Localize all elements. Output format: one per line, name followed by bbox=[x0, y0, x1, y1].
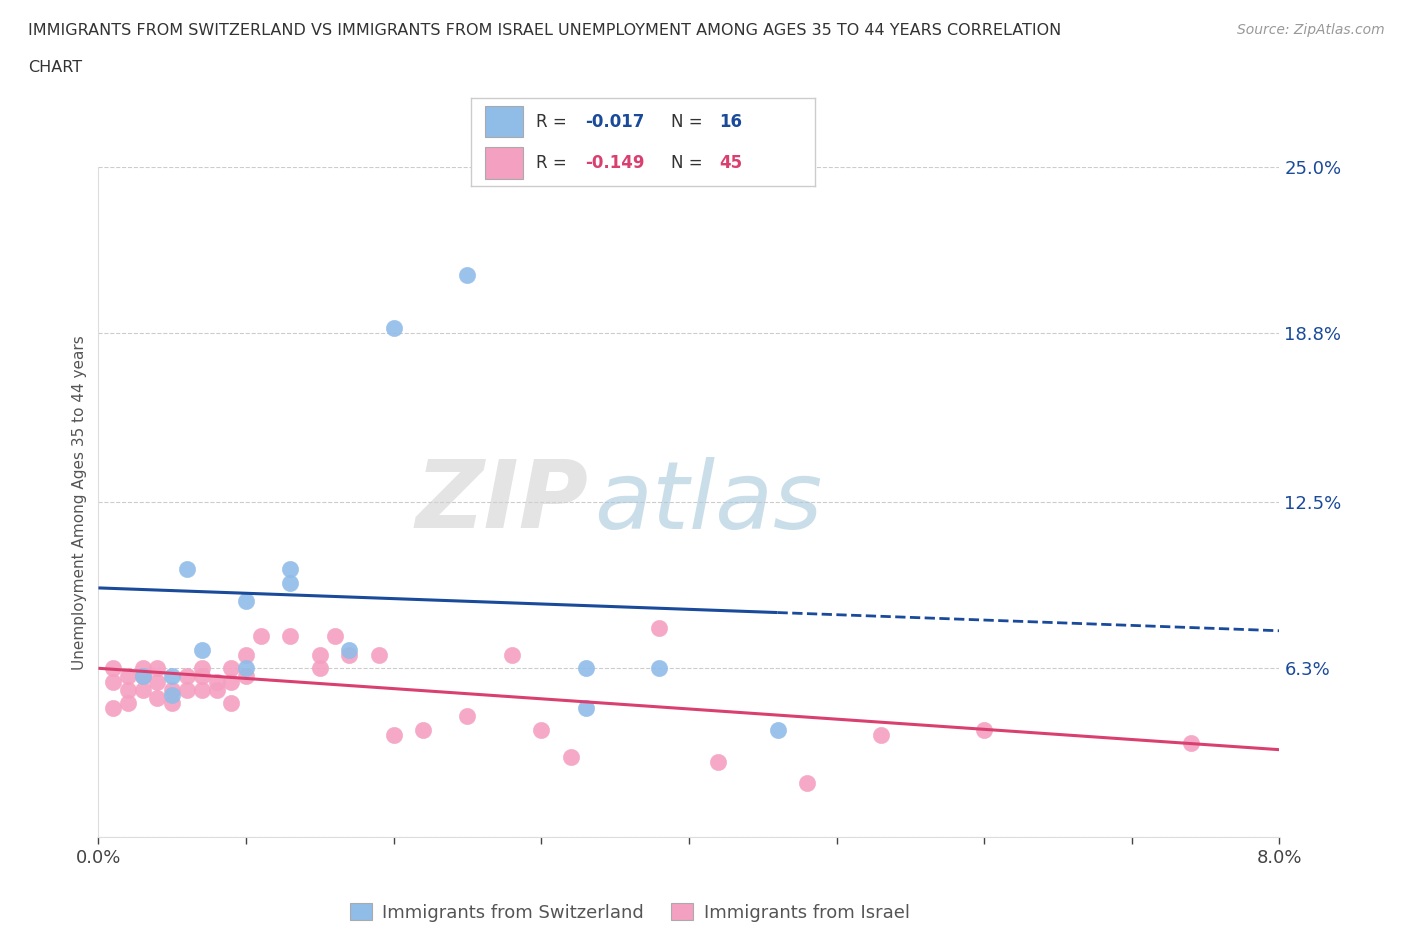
Point bbox=[278, 575, 301, 590]
Point bbox=[191, 661, 214, 676]
Point bbox=[191, 669, 214, 684]
Point bbox=[205, 683, 228, 698]
Point bbox=[278, 629, 301, 644]
Point bbox=[707, 754, 730, 769]
Point bbox=[162, 687, 183, 702]
Point bbox=[648, 620, 671, 635]
Point bbox=[323, 629, 346, 644]
Point bbox=[308, 661, 332, 676]
Point bbox=[219, 661, 242, 676]
Point bbox=[132, 661, 155, 676]
Point bbox=[796, 776, 818, 790]
Point bbox=[869, 728, 891, 743]
Point bbox=[530, 723, 553, 737]
Point bbox=[103, 701, 124, 716]
Point bbox=[162, 696, 183, 711]
Text: -0.017: -0.017 bbox=[585, 113, 644, 130]
Point bbox=[132, 669, 155, 684]
Text: 16: 16 bbox=[718, 113, 742, 130]
Point bbox=[162, 669, 183, 684]
Point bbox=[250, 629, 273, 644]
FancyBboxPatch shape bbox=[485, 106, 523, 138]
Text: 45: 45 bbox=[718, 154, 742, 172]
Point bbox=[235, 594, 257, 609]
Point bbox=[235, 647, 257, 662]
Point bbox=[235, 661, 257, 676]
Point bbox=[132, 683, 155, 698]
Text: N =: N = bbox=[671, 154, 707, 172]
Point bbox=[235, 669, 257, 684]
Point bbox=[337, 642, 360, 657]
Point bbox=[367, 647, 389, 662]
Text: R =: R = bbox=[537, 113, 572, 130]
Point bbox=[146, 690, 169, 705]
Point bbox=[382, 728, 405, 743]
FancyBboxPatch shape bbox=[485, 147, 523, 179]
Point bbox=[278, 562, 301, 577]
Point bbox=[648, 661, 671, 676]
Text: IMMIGRANTS FROM SWITZERLAND VS IMMIGRANTS FROM ISRAEL UNEMPLOYMENT AMONG AGES 35: IMMIGRANTS FROM SWITZERLAND VS IMMIGRANT… bbox=[28, 23, 1062, 38]
Point bbox=[162, 683, 183, 698]
Text: N =: N = bbox=[671, 113, 707, 130]
Point bbox=[146, 661, 169, 676]
Point bbox=[132, 669, 155, 684]
Point bbox=[176, 562, 198, 577]
Text: R =: R = bbox=[537, 154, 572, 172]
Point bbox=[766, 723, 789, 737]
Point bbox=[103, 661, 124, 676]
Y-axis label: Unemployment Among Ages 35 to 44 years: Unemployment Among Ages 35 to 44 years bbox=[72, 335, 87, 670]
Point bbox=[456, 709, 478, 724]
Point bbox=[117, 696, 139, 711]
Point bbox=[973, 723, 995, 737]
Point bbox=[117, 669, 139, 684]
Point bbox=[219, 696, 242, 711]
Point bbox=[205, 674, 228, 689]
Point bbox=[176, 683, 198, 698]
Point bbox=[219, 674, 242, 689]
Legend: Immigrants from Switzerland, Immigrants from Israel: Immigrants from Switzerland, Immigrants … bbox=[350, 903, 910, 922]
Point bbox=[412, 723, 434, 737]
Point bbox=[191, 683, 214, 698]
Point bbox=[560, 750, 582, 764]
Point bbox=[382, 321, 405, 336]
Point bbox=[574, 701, 596, 716]
Point bbox=[176, 669, 198, 684]
Point bbox=[337, 647, 360, 662]
Point bbox=[574, 661, 596, 676]
Point bbox=[117, 683, 139, 698]
Point bbox=[308, 647, 332, 662]
Text: atlas: atlas bbox=[595, 457, 823, 548]
Point bbox=[456, 267, 478, 282]
Text: Source: ZipAtlas.com: Source: ZipAtlas.com bbox=[1237, 23, 1385, 37]
Text: CHART: CHART bbox=[28, 60, 82, 75]
Point bbox=[103, 674, 124, 689]
Text: ZIP: ZIP bbox=[416, 457, 589, 548]
Point bbox=[501, 647, 523, 662]
Point bbox=[191, 642, 214, 657]
Text: -0.149: -0.149 bbox=[585, 154, 644, 172]
Point bbox=[1180, 736, 1202, 751]
Point bbox=[146, 674, 169, 689]
